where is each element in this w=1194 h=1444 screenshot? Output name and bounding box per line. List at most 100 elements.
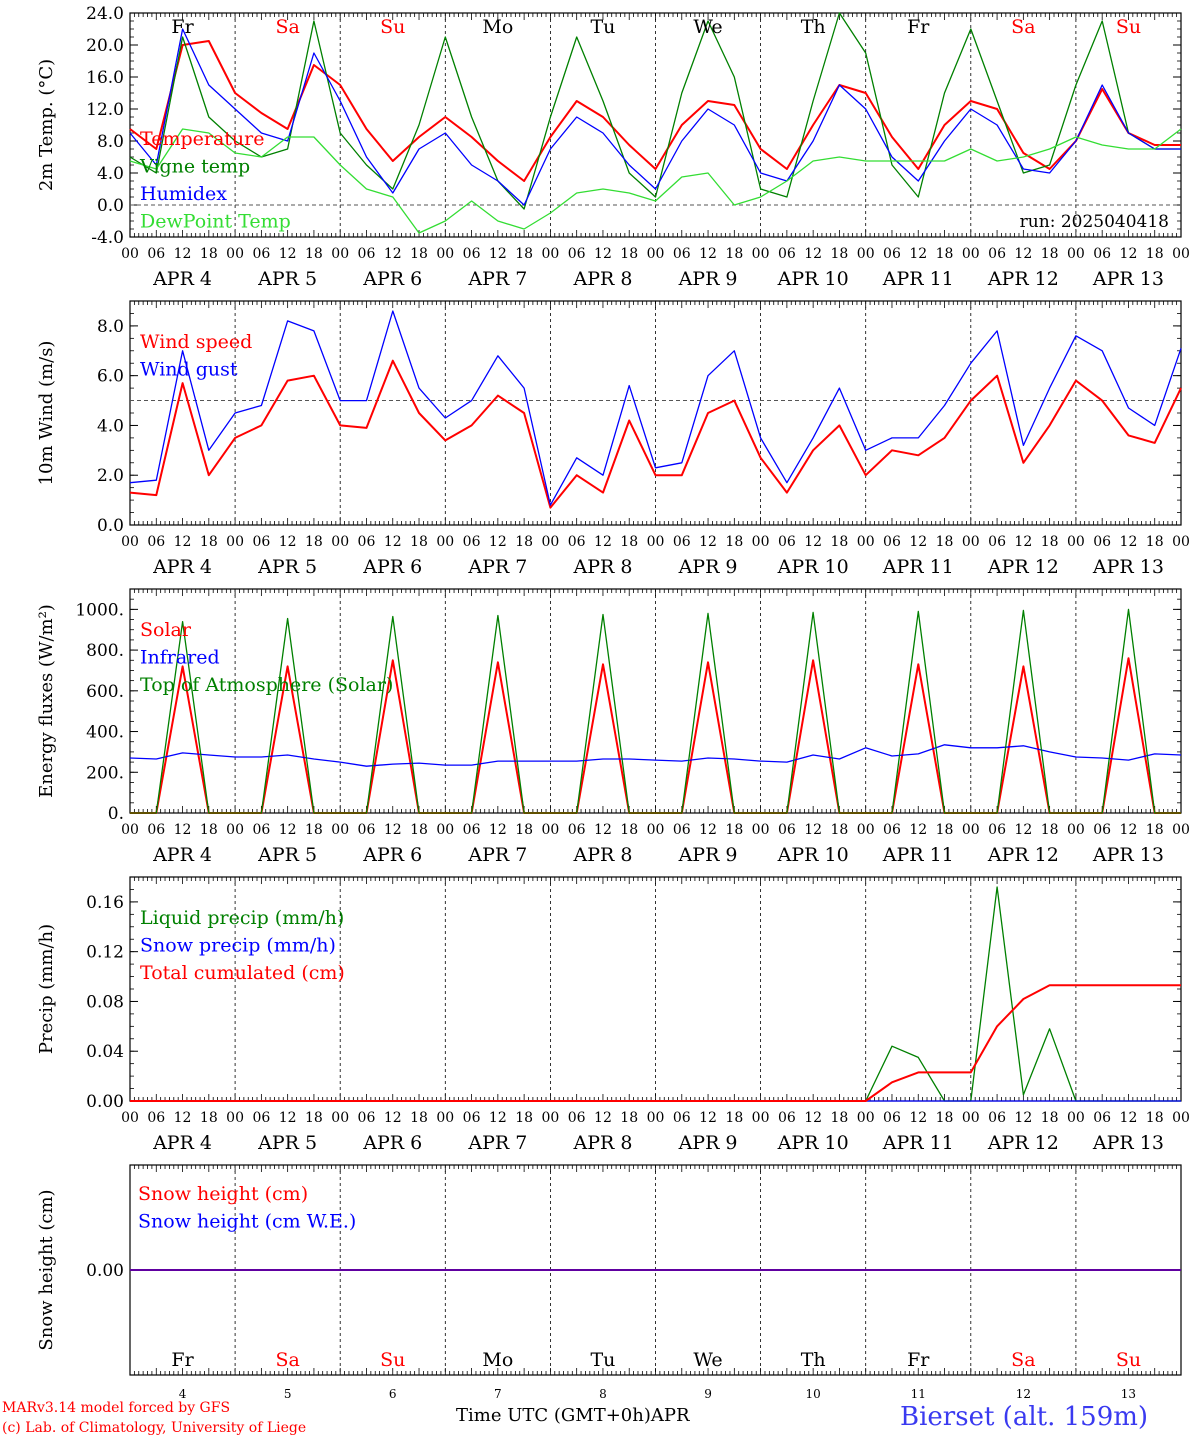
hour-tick-label: 00 — [331, 822, 349, 838]
hour-tick-label: 00 — [1067, 1110, 1085, 1126]
hour-tick-label: 06 — [463, 1110, 481, 1126]
hour-tick-label: 06 — [568, 822, 586, 838]
hour-tick-label: 18 — [305, 822, 323, 838]
hour-tick-label: 18 — [1146, 246, 1164, 262]
day-number-label: 6 — [389, 1387, 397, 1401]
date-label: APR 12 — [987, 268, 1059, 290]
hour-tick-label: 00 — [226, 822, 244, 838]
y-tick-label: 4.0 — [97, 164, 124, 184]
y-tick-label: 0.00 — [86, 1261, 124, 1281]
y-tick-label: 0. — [108, 804, 124, 824]
hour-tick-label: 18 — [200, 1110, 218, 1126]
hour-tick-label: 00 — [226, 534, 244, 550]
hour-tick-label: 06 — [988, 246, 1006, 262]
y-tick-label: 2.0 — [97, 466, 124, 486]
hour-tick-label: 12 — [1120, 246, 1138, 262]
y-tick-label: 800. — [86, 641, 124, 661]
model-credit: MARv3.14 model forced by GFS — [2, 1400, 231, 1416]
legend-entry: DewPoint Temp — [140, 211, 291, 233]
weekday-label-top: Fr — [907, 16, 930, 38]
weekday-label-bottom: Sa — [1011, 1349, 1035, 1371]
date-label: APR 10 — [777, 268, 849, 290]
date-label: APR 5 — [257, 1132, 317, 1154]
hour-tick-label: 18 — [515, 1110, 533, 1126]
hour-tick-label: 06 — [358, 534, 376, 550]
hour-tick-label: 18 — [831, 822, 849, 838]
date-label: APR 6 — [362, 844, 422, 866]
hour-tick-label: 12 — [909, 534, 927, 550]
hour-tick-label: 06 — [358, 1110, 376, 1126]
date-label: APR 8 — [572, 556, 632, 578]
hour-tick-label: 06 — [252, 534, 270, 550]
hour-tick-label: 00 — [647, 534, 665, 550]
date-label: APR 13 — [1092, 556, 1164, 578]
hour-tick-label: 12 — [384, 246, 402, 262]
hour-tick-label: 12 — [1120, 534, 1138, 550]
hour-tick-label: 00 — [752, 1110, 770, 1126]
hour-tick-label: 12 — [1120, 822, 1138, 838]
y-tick-label: 0.0 — [97, 516, 124, 536]
legend-entry: Infrared — [140, 647, 220, 669]
hour-tick-label: 12 — [804, 246, 822, 262]
hour-tick-label: 18 — [305, 1110, 323, 1126]
date-label: APR 8 — [572, 844, 632, 866]
hour-tick-label: 18 — [305, 246, 323, 262]
hour-tick-label: 18 — [831, 1110, 849, 1126]
hour-tick-label: 18 — [200, 246, 218, 262]
date-label: APR 7 — [467, 1132, 527, 1154]
date-label: APR 11 — [882, 1132, 954, 1154]
hour-tick-label: 18 — [515, 822, 533, 838]
y-tick-label: 0.00 — [86, 1092, 124, 1112]
hour-tick-label: 12 — [174, 534, 192, 550]
hour-tick-label: 00 — [857, 1110, 875, 1126]
hour-tick-label: 06 — [463, 534, 481, 550]
hour-tick-label: 00 — [226, 1110, 244, 1126]
hour-tick-label: 18 — [831, 246, 849, 262]
hour-tick-label: 12 — [489, 246, 507, 262]
hour-tick-label: 06 — [673, 822, 691, 838]
date-label: APR 9 — [678, 1132, 738, 1154]
hour-tick-label: 12 — [384, 534, 402, 550]
hour-tick-label: 06 — [673, 534, 691, 550]
hour-tick-label: 00 — [1067, 246, 1085, 262]
date-label: APR 9 — [678, 844, 738, 866]
y-tick-label: 1000. — [75, 600, 124, 620]
hour-tick-label: 12 — [1014, 534, 1032, 550]
hour-tick-label: 18 — [410, 534, 428, 550]
hour-tick-label: 12 — [1014, 246, 1032, 262]
date-label: APR 8 — [572, 1132, 632, 1154]
legend-entry: Vigne temp — [139, 156, 250, 178]
hour-tick-label: 12 — [594, 822, 612, 838]
legend-entry: Wind gust — [140, 359, 238, 381]
hour-tick-label: 06 — [883, 1110, 901, 1126]
date-label: APR 12 — [987, 1132, 1059, 1154]
date-label: APR 4 — [152, 268, 212, 290]
hour-tick-label: 12 — [1014, 1110, 1032, 1126]
weekday-label-bottom: Su — [1116, 1349, 1141, 1371]
weekday-label-top: Su — [1116, 16, 1141, 38]
y-tick-label: 0.08 — [86, 992, 124, 1012]
run-annotation: run: 2025040418 — [1020, 212, 1169, 232]
legend-entry: Total cumulated (cm) — [140, 962, 345, 984]
hour-tick-label: 06 — [147, 822, 165, 838]
weekday-label-top: Sa — [275, 16, 299, 38]
hour-tick-label: 06 — [568, 1110, 586, 1126]
y-tick-label: 0.12 — [86, 943, 124, 963]
hour-tick-label: 00 — [436, 822, 454, 838]
date-label: APR 12 — [987, 556, 1059, 578]
hour-tick-label: 12 — [699, 534, 717, 550]
hour-tick-label: 06 — [988, 822, 1006, 838]
weekday-label-top: Th — [801, 16, 826, 38]
hour-tick-label: 18 — [410, 822, 428, 838]
date-label: APR 5 — [257, 268, 317, 290]
hour-tick-label: 06 — [988, 534, 1006, 550]
hour-tick-label: 12 — [594, 1110, 612, 1126]
hour-tick-label: 06 — [147, 246, 165, 262]
hour-tick-label: 12 — [384, 1110, 402, 1126]
weekday-label-top: Mo — [482, 16, 513, 38]
hour-tick-label: 06 — [778, 534, 796, 550]
y-tick-label: 24.0 — [86, 4, 124, 24]
hour-tick-label: 18 — [1041, 1110, 1059, 1126]
hour-tick-label: 06 — [1093, 246, 1111, 262]
hour-tick-label: 18 — [936, 822, 954, 838]
